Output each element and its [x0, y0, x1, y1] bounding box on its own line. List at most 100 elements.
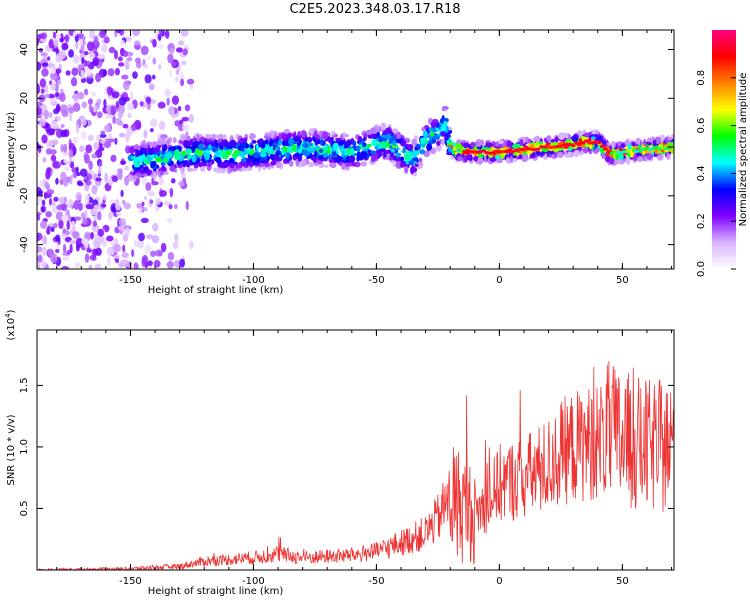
noise-blob	[37, 106, 42, 116]
core-blob	[564, 142, 570, 146]
noise-blob	[88, 103, 93, 113]
noise-blob	[88, 264, 93, 269]
noise-blob	[114, 67, 121, 76]
noise-blob	[90, 231, 94, 240]
ridge-blob	[352, 162, 356, 167]
noise-blob	[111, 91, 120, 99]
noise-blob	[153, 259, 161, 268]
snr-line	[37, 361, 674, 570]
ridge-blob	[450, 155, 455, 160]
noise-blob	[186, 78, 195, 85]
ridge-blob	[455, 143, 463, 150]
ridge-blob	[567, 151, 571, 158]
noise-blob	[49, 71, 58, 81]
noise-blob	[44, 84, 49, 94]
core-blob	[612, 152, 618, 156]
ridge-blob	[247, 147, 253, 153]
noise-blob	[164, 88, 171, 97]
ridge-blob	[214, 151, 221, 156]
noise-blob	[85, 144, 93, 154]
ridge-blob	[232, 153, 236, 159]
noise-blob	[48, 142, 54, 147]
noise-blob	[149, 128, 154, 133]
noise-blob	[79, 38, 84, 46]
noise-blob	[106, 235, 114, 242]
ridge-blob	[153, 146, 160, 153]
ridge-blob	[240, 147, 245, 152]
noise-blob	[54, 82, 59, 93]
noise-blob	[37, 37, 40, 46]
noise-blob	[151, 235, 160, 244]
noise-blob	[72, 54, 80, 64]
noise-blob	[99, 133, 107, 138]
noise-blob	[172, 241, 179, 249]
noise-blob	[168, 204, 173, 210]
ridge-blob	[625, 157, 631, 165]
ridge-blob	[636, 155, 644, 162]
ridge-blob	[327, 145, 331, 150]
noise-blob	[97, 146, 105, 152]
noise-blob	[103, 36, 110, 44]
noise-blob	[62, 256, 70, 261]
noise-blob	[155, 197, 161, 205]
ridge-blob	[347, 141, 352, 146]
core-blob	[481, 149, 487, 153]
noise-blob	[142, 64, 149, 69]
noise-blob	[46, 189, 55, 195]
ridge-blob	[263, 160, 269, 164]
core-blob	[596, 141, 602, 145]
noise-blob	[87, 98, 93, 105]
ridge-blob	[643, 138, 647, 147]
ridge-blob	[318, 148, 324, 154]
ridge-blob	[411, 138, 418, 147]
noise-blob	[72, 31, 78, 37]
ridge-blob	[297, 131, 301, 137]
ridge-blob	[144, 165, 149, 173]
ridge-blob	[181, 168, 185, 172]
noise-blob	[92, 220, 98, 227]
noise-blob	[94, 263, 102, 269]
spec-xtick-label: 50	[616, 275, 629, 286]
spec-xtick-label: -50	[368, 275, 384, 286]
ridge-blob	[496, 158, 503, 164]
core-blob	[583, 139, 589, 143]
ridge-blob	[635, 137, 641, 145]
noise-blob	[69, 111, 73, 122]
noise-blob	[81, 101, 88, 109]
spec-ytick-label: -40	[19, 236, 30, 252]
ridge-blob	[322, 153, 329, 158]
core-blob	[545, 145, 551, 149]
noise-blob	[80, 69, 85, 79]
noise-blob	[122, 123, 129, 129]
ridge-blob	[160, 162, 166, 166]
ridge-blob	[441, 138, 445, 146]
core-blob	[599, 144, 605, 148]
noise-blob	[138, 232, 145, 242]
noise-blob	[65, 70, 71, 76]
ridge-blob	[667, 137, 673, 141]
spec-xtick-label: -150	[119, 275, 142, 286]
noise-blob	[169, 187, 174, 198]
noise-blob	[92, 105, 97, 113]
noise-blob	[86, 60, 91, 66]
ridge-blob	[135, 145, 141, 150]
ridge-blob	[657, 154, 663, 160]
noise-blob	[167, 217, 173, 224]
snr-xtick-label: -50	[368, 576, 384, 587]
noise-blob	[182, 48, 188, 56]
noise-blob	[75, 123, 80, 134]
noise-blob	[57, 128, 61, 138]
noise-blob	[55, 53, 61, 63]
ridge-blob	[281, 148, 285, 156]
ridge-blob	[395, 131, 402, 140]
ridge-blob	[128, 146, 136, 154]
ridge-blob	[363, 150, 367, 159]
ridge-blob	[571, 134, 579, 143]
noise-blob	[104, 172, 109, 183]
ridge-blob	[399, 161, 405, 168]
noise-blob	[96, 111, 103, 119]
ridge-blob	[179, 164, 183, 169]
ridge-blob	[473, 155, 479, 162]
ridge-blob	[213, 167, 218, 173]
noise-blob	[81, 57, 85, 64]
